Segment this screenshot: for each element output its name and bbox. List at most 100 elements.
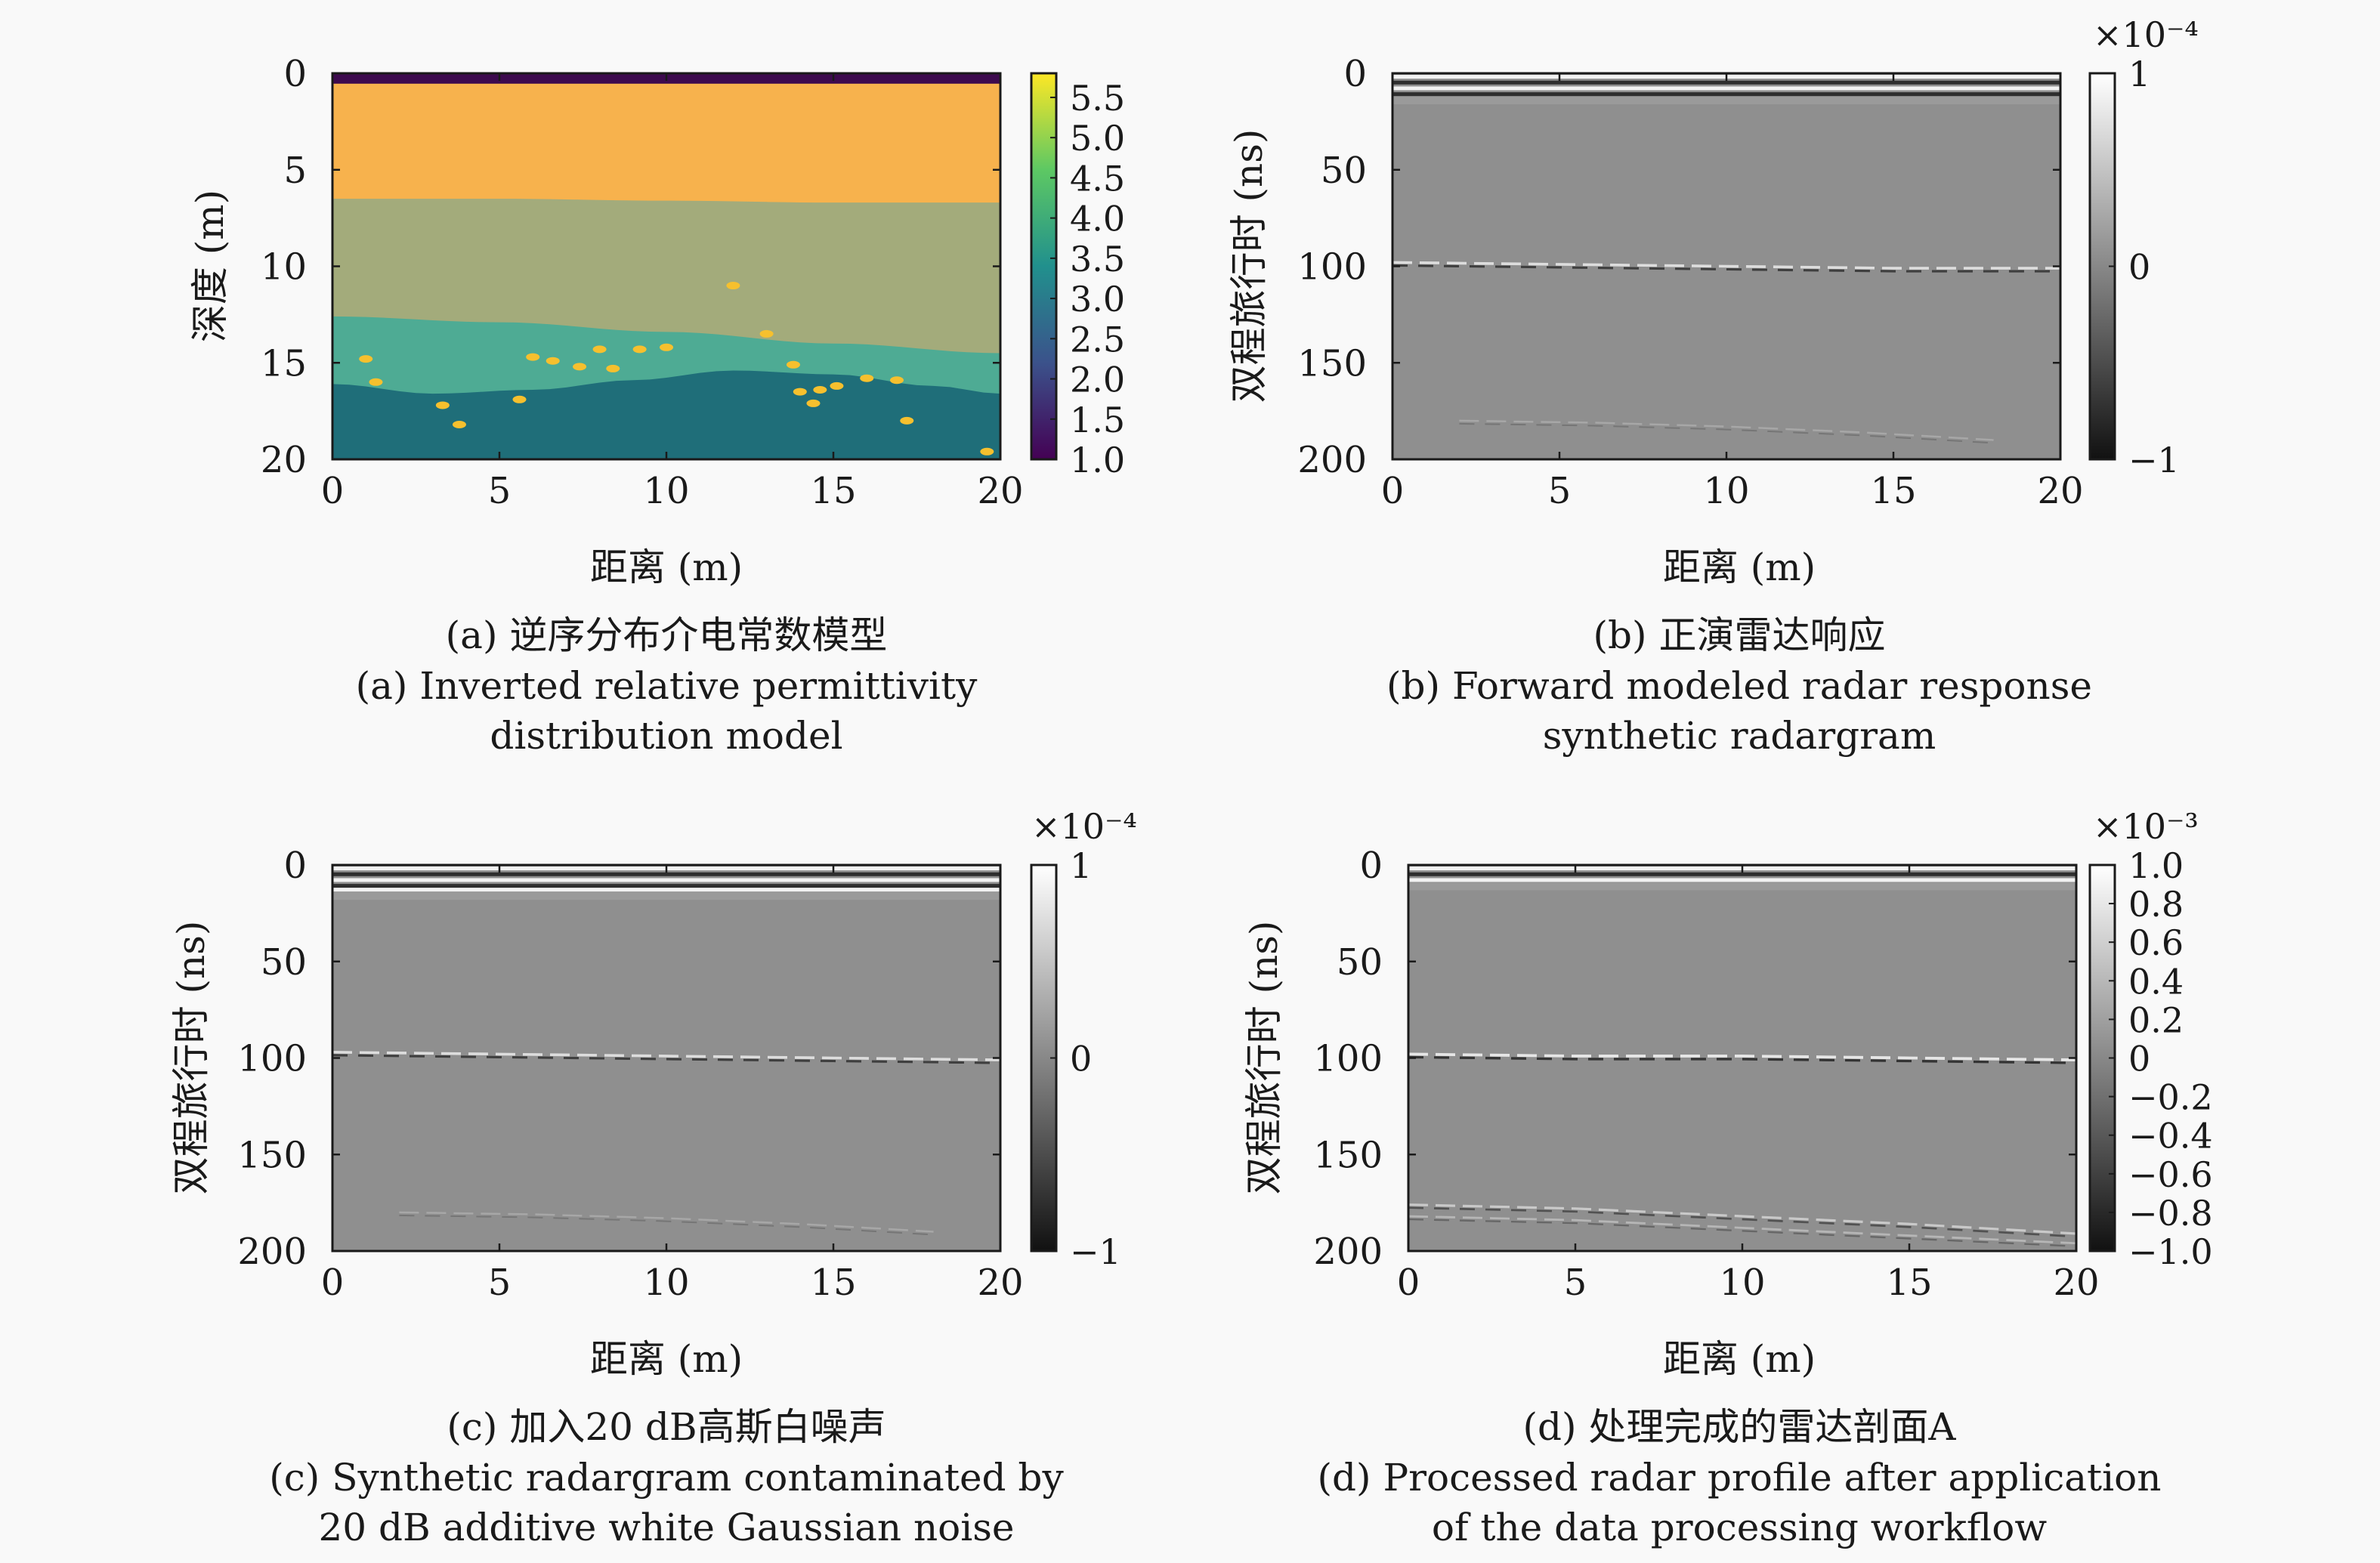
axis-ticks-a: 0 5 10 15 20 0 5 10 15 20 [261,53,1024,512]
colorbar-tick-label-8: 0.6 [2128,922,2184,963]
x-tick-label-3: 15 [810,470,856,512]
x-tick-label-0: 0 [1397,1262,1420,1304]
y-tick-label-1: 5 [283,150,307,192]
plot-area-b [1391,72,2062,461]
caption-en-a-line2: distribution model [490,714,842,758]
direct-wave-band-3 [1392,92,2060,97]
inclusion-20 [980,447,994,456]
reflection-light-1 [1459,419,1994,441]
colorbar-ticks-b: −1 0 1 [2109,54,2180,480]
y-tick-label-4: 200 [237,1231,307,1273]
caption-en-d-line1: (d) Processed radar profile after applic… [1318,1456,2162,1500]
direct-wave-band-2 [332,878,1000,882]
layer-bottom [332,370,1000,459]
y-axis-label-d: 双程旅行时 (ns) [1242,921,1286,1195]
colorbar-tick-label-0: −1 [1070,1231,1121,1272]
reflection-light-0 [332,1051,1000,1061]
colorbar-tick-label-6: 0.2 [2128,999,2184,1040]
y-tick-label-4: 200 [1297,439,1367,481]
radargram-c [332,865,1000,1251]
colorbar-tick-label-5: 0 [2128,1039,2150,1080]
y-axis-label-a: 深度 (m) [188,190,232,342]
x-axis-label-a: 距离 (m) [590,545,743,589]
x-axis-label-d: 距离 (m) [1663,1337,1816,1381]
x-tick-label-4: 20 [2037,470,2083,512]
direct-wave-band-3 [332,884,1000,888]
colorbar-tick-label-2: −0.6 [2128,1154,2213,1195]
x-axis-label-b: 距离 (m) [1663,545,1816,589]
y-axis-label-b: 双程旅行时 (ns) [1227,129,1271,403]
inclusion-4 [512,395,527,403]
colorbar-gradient-a [1031,73,1056,459]
direct-wave-tail [1392,97,2060,105]
inclusion-0 [359,355,373,363]
colorbar-d: −1.0−0.8−0.6−0.4−0.200.20.40.60.81.0 ×10… [2088,806,2213,1272]
reflection-dark-2 [1408,1218,2076,1247]
reflection-dark-0 [332,1054,1000,1064]
x-tick-label-2: 10 [643,1262,689,1304]
colorbar-tick-label-9: 0.8 [2128,884,2184,925]
colorbar-tick-label-3: 2.5 [1070,319,1125,360]
inclusion-14 [806,399,821,407]
colorbar-tick-label-7: 0.4 [2128,961,2184,1002]
colorbar-ticks-a: 1.01.52.02.53.03.54.04.55.05.5 [1050,78,1125,480]
x-tick-label-1: 5 [1548,470,1572,512]
colorbar-tick-label-4: −0.2 [2128,1077,2213,1118]
y-tick-label-0: 0 [283,53,307,95]
y-tick-label-4: 20 [261,439,307,481]
reflection-light-1 [1408,1203,2076,1235]
caption-en-d-line2: of the data processing workflow [1432,1506,2047,1549]
y-tick-label-1: 50 [1321,150,1367,192]
reflection-dark-0 [1392,264,2060,273]
colorbar-tick-label-2: 1 [1070,845,1092,886]
colorbar-tick-label-1: 0 [1070,1039,1092,1080]
x-tick-label-4: 20 [977,1262,1023,1304]
radargram-d [1408,865,2076,1251]
reflection-light-0 [1392,261,2060,270]
colorbar-tick-label-1: −0.8 [2128,1193,2213,1234]
colorbar-tick-label-1: 0 [2128,247,2150,288]
y-tick-label-3: 150 [1313,1134,1383,1176]
y-tick-label-3: 150 [1297,342,1367,385]
x-tick-label-2: 10 [1719,1262,1765,1304]
x-tick-label-4: 20 [977,470,1023,512]
inclusion-16 [830,381,844,390]
y-tick-label-2: 100 [1313,1038,1383,1080]
panel-a: 0 5 10 15 20 0 5 10 15 20 距离 (m) 深度 (m) 1.01.52.0… [188,53,1125,758]
inclusion-2 [435,401,450,409]
direct-wave-band-2 [1408,878,2076,882]
colorbar-tick-label-0: −1 [2128,440,2180,480]
x-tick-label-0: 0 [321,1262,345,1304]
inclusion-11 [660,343,673,351]
inclusion-22 [759,329,774,338]
colorbar-tick-label-5: 3.5 [1070,239,1125,280]
radargram-b [1392,73,2060,459]
direct-wave-band-1 [1408,872,2076,876]
direct-wave-band-1 [332,872,1000,876]
plot-area-d [1407,863,2078,1253]
inclusion-17 [860,374,874,382]
caption-en-c-line2: 20 dB additive white Gaussian noise [318,1506,1014,1549]
direct-wave-band-4 [332,888,1000,892]
colorbar-c: −1 0 1 ×10⁻⁴ [1030,806,1137,1272]
colorbar-tick-label-2: 1 [2128,54,2150,94]
caption-en-b-line2: synthetic radargram [1543,714,1936,758]
x-tick-label-2: 10 [643,470,689,512]
direct-wave-band-1 [1392,80,2060,85]
inclusion-6 [546,357,560,365]
x-axis-label-c: 距离 (m) [590,1337,743,1381]
inclusion-8 [592,345,607,354]
colorbar-tick-label-0: 1.0 [1070,440,1125,480]
y-tick-label-3: 150 [237,1134,307,1176]
caption-cn-d: (d) 处理完成的雷达剖面A [1522,1405,1956,1449]
y-tick-label-0: 0 [283,845,307,887]
colorbar-exponent-c: ×10⁻⁴ [1031,806,1137,847]
colorbar-b: −1 0 1 ×10⁻⁴ [2088,14,2199,480]
y-tick-label-0: 0 [1343,53,1367,95]
inclusion-21 [726,282,740,290]
